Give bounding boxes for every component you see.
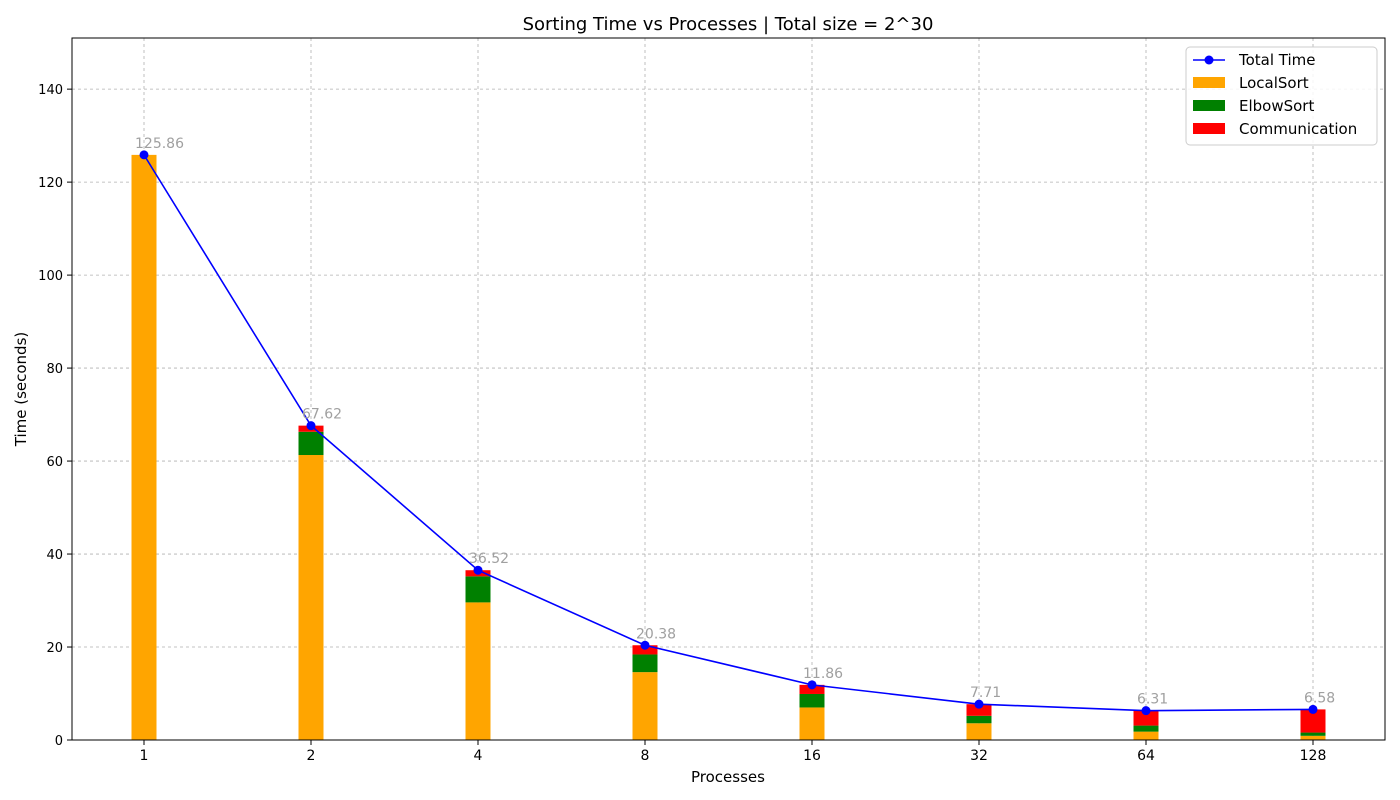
y-tick-label-100: 100: [38, 269, 63, 284]
y-tick-label-60: 60: [46, 455, 63, 470]
x-axis-ticks: 1 2 4 8 16 32 64 128: [140, 740, 1327, 764]
bar-communication-16: [799, 684, 825, 694]
legend-label-elbowsort: ElbowSort: [1239, 97, 1314, 115]
x-tick-label-32: 32: [970, 748, 988, 764]
x-tick-label-16: 16: [803, 748, 821, 764]
total-time-polyline: [143, 154, 1314, 712]
bar-elbowsort-16: [799, 693, 825, 708]
y-axis-label: Time (seconds): [12, 332, 30, 448]
x-tick-label-64: 64: [1137, 748, 1155, 764]
bar-localsort-1: [131, 154, 157, 740]
total-time-point-16: [807, 680, 817, 690]
x-tick-label-128: 128: [1300, 748, 1327, 764]
bar-elbowsort-128: [1300, 732, 1326, 736]
x-tick-label-8: 8: [641, 748, 650, 764]
y-tick-label-80: 80: [46, 362, 63, 377]
data-label-8: 20.38: [636, 626, 676, 642]
bar-localsort-8: [632, 672, 658, 740]
bars: [131, 154, 1326, 740]
total-time-point-1: [139, 150, 149, 160]
bar-elbowsort-8: [632, 654, 658, 673]
legend-label-communication: Communication: [1239, 120, 1357, 138]
bar-communication-8: [632, 645, 658, 655]
bar-localsort-32: [966, 723, 992, 740]
data-label-1: 125.86: [135, 136, 184, 152]
total-time-point-32: [974, 699, 984, 709]
legend-box: [1185, 46, 1378, 146]
bar-elbowsort-4: [465, 576, 491, 603]
total-time-point-4: [473, 565, 483, 575]
data-label-2: 67.62: [302, 407, 342, 423]
total-time-line: [139, 150, 1318, 716]
x-tick-label-4: 4: [474, 748, 483, 764]
data-labels: 125.86 67.62 36.52 20.38 11.86 7.71 6.31 6.58: [135, 136, 1335, 708]
y-tick-label-20: 20: [46, 641, 63, 656]
data-label-4: 36.52: [469, 551, 509, 567]
bar-elbowsort-32: [966, 715, 992, 724]
legend-label-localsort: LocalSort: [1239, 74, 1309, 92]
y-axis-ticks: 0 20 40 60 80 100 120 140: [38, 83, 72, 749]
y-tick-label-0: 0: [55, 734, 63, 749]
legend-swatch-elbowsort: [1193, 100, 1225, 111]
chart-title: Sorting Time vs Processes | Total size =…: [523, 14, 934, 35]
legend-swatch-localsort: [1193, 77, 1225, 88]
bar-localsort-128: [1300, 735, 1326, 740]
legend-swatch-communication: [1193, 123, 1225, 134]
plot-frame: [71, 37, 1386, 741]
x-tick-label-1: 1: [140, 748, 149, 764]
x-axis-label: Processes: [691, 768, 765, 786]
grid: [72, 38, 1385, 741]
bar-communication-32: [966, 704, 992, 716]
total-time-point-64: [1141, 706, 1151, 716]
x-tick-label-2: 2: [307, 748, 316, 764]
y-tick-label-120: 120: [38, 176, 63, 191]
bar-communication-128: [1300, 709, 1326, 733]
bar-localsort-16: [799, 707, 825, 740]
data-label-128: 6.58: [1304, 690, 1335, 706]
bar-localsort-2: [298, 455, 324, 740]
total-time-point-128: [1308, 704, 1318, 714]
y-tick-label-140: 140: [38, 83, 63, 98]
bar-elbowsort-64: [1133, 725, 1159, 732]
legend: Total Time LocalSort ElbowSort Communicatio…: [1185, 46, 1378, 146]
data-label-64: 6.31: [1137, 692, 1168, 708]
y-tick-label-40: 40: [46, 548, 63, 563]
legend-marker-icon: [1204, 55, 1214, 65]
bar-communication-64: [1133, 710, 1159, 726]
bar-localsort-64: [1133, 731, 1159, 740]
bar-localsort-4: [465, 602, 491, 740]
data-label-32: 7.71: [970, 685, 1001, 701]
data-label-16: 11.86: [803, 666, 843, 682]
legend-label-total-time: Total Time: [1238, 51, 1316, 69]
total-time-point-2: [306, 421, 316, 431]
total-time-point-8: [640, 640, 650, 650]
bar-elbowsort-2: [298, 431, 324, 456]
